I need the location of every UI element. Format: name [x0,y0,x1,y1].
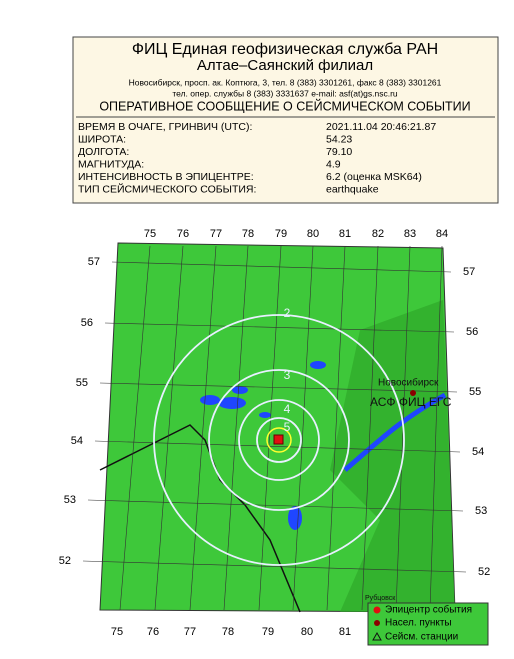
event-value: 2021.11.04 20:46:21.87 [326,121,436,133]
grid-line [119,245,151,611]
epicenter [273,434,284,445]
lat-label: 55 [469,386,481,398]
header-box [72,36,499,204]
lon-label: 79 [262,626,274,638]
lon-label: 77 [210,228,222,240]
lat-label: 57 [88,256,100,268]
river [343,392,447,472]
lat-label: 57 [463,266,475,278]
isoseismal-inner [266,427,292,453]
lon-label: 81 [339,626,351,638]
event-value: earthquake [326,183,379,195]
city-label: Новосибирск [378,377,439,389]
event-value: 6.2 (оценка MSK64) [326,171,422,183]
lat-label: 56 [466,326,478,338]
intensity-label: 5 [284,420,291,434]
lat-label: 53 [64,494,76,506]
org: ФИЦ Единая геофизическая служба РАН [132,41,438,58]
lon-label: 79 [275,228,287,240]
lat-label: 54 [472,446,484,458]
report-title: ОПЕРАТИВНОЕ СООБЩЕНИЕ О СЕЙСМИЧЕСКОМ СОБ… [99,98,470,113]
lon-label: 82 [372,228,384,240]
lon-label: 83 [404,228,416,240]
city-label: Рубцовск [365,594,396,602]
legend-symbol [373,606,381,614]
grid-line [189,245,217,611]
grid-line [99,382,458,393]
lon-label: 80 [307,228,319,240]
grid-line [111,261,452,273]
address: Новосибирск, просп. ак. Коптюга, 3, тел.… [129,77,442,87]
grid-line [104,322,455,333]
border [99,424,301,613]
event-value: 54.23 [326,133,352,145]
grid-line [154,245,184,611]
grid-line [87,499,464,512]
grid-line [82,560,467,573]
grid-line [326,245,346,611]
lon-label: 78 [242,228,254,240]
lat-label: 54 [71,435,83,447]
event-value: 79.10 [326,146,352,158]
terrain [330,300,455,612]
lon-label: 81 [339,228,351,240]
event-label: ДОЛГОТА: [78,146,129,158]
lon-label: 84 [436,228,448,240]
legend-symbol [372,631,382,641]
grid-line [223,245,249,611]
lon-label: 75 [144,228,156,240]
intensity-label: 4 [284,402,291,416]
isoseismals [153,314,405,566]
grid-line [361,245,379,611]
legend-symbol [374,620,380,626]
event-value: 4.9 [326,158,341,170]
legend-label: Эпицентр события [385,604,472,616]
lon-label: 78 [222,626,234,638]
intensity-label: 2 [284,306,291,320]
grid-line [94,440,461,453]
event-label: ВРЕМЯ В ОЧАГЕ, ГРИНВИЧ (UTC): [78,121,252,133]
lat-label: 55 [76,377,88,389]
map: Новосибирск АСФ ФИЦ ЕГС Рубцовск Эпицент… [59,228,490,646]
lon-label: 77 [184,626,196,638]
city-label: АСФ ФИЦ ЕГС [370,395,452,409]
legend-label: Насел. пункты [385,618,452,629]
lon-label: 75 [111,626,123,638]
event-label: ИНТЕНСИВНОСТЬ В ЭПИЦЕНТРЕ: [78,171,254,183]
grid-line [258,245,282,611]
event-label: ТИП СЕЙСМИЧЕСКОГО СОБЫТИЯ: [78,182,256,195]
graticule [82,245,467,611]
branch: Алтае–Саянский филиал [197,57,373,74]
event-label: МАГНИТУДА: [78,158,144,170]
event-label: ШИРОТА: [78,133,126,145]
lon-label: 76 [177,228,189,240]
lat-label: 53 [475,505,487,517]
phone: тел. опер. службы 8 (383) 3331637 e-mail… [172,88,398,98]
grid-line [292,245,314,611]
lon-label: 76 [147,626,159,638]
grid-line [429,245,443,611]
legend-box [367,602,489,646]
lat-label: 52 [478,566,490,578]
legend-label: Сейсм. станции [385,632,458,643]
intensity-label: 3 [284,368,291,382]
lon-label: 80 [301,626,313,638]
city-marker [410,390,416,396]
lat-label: 56 [81,317,93,329]
lat-label: 52 [59,555,71,567]
